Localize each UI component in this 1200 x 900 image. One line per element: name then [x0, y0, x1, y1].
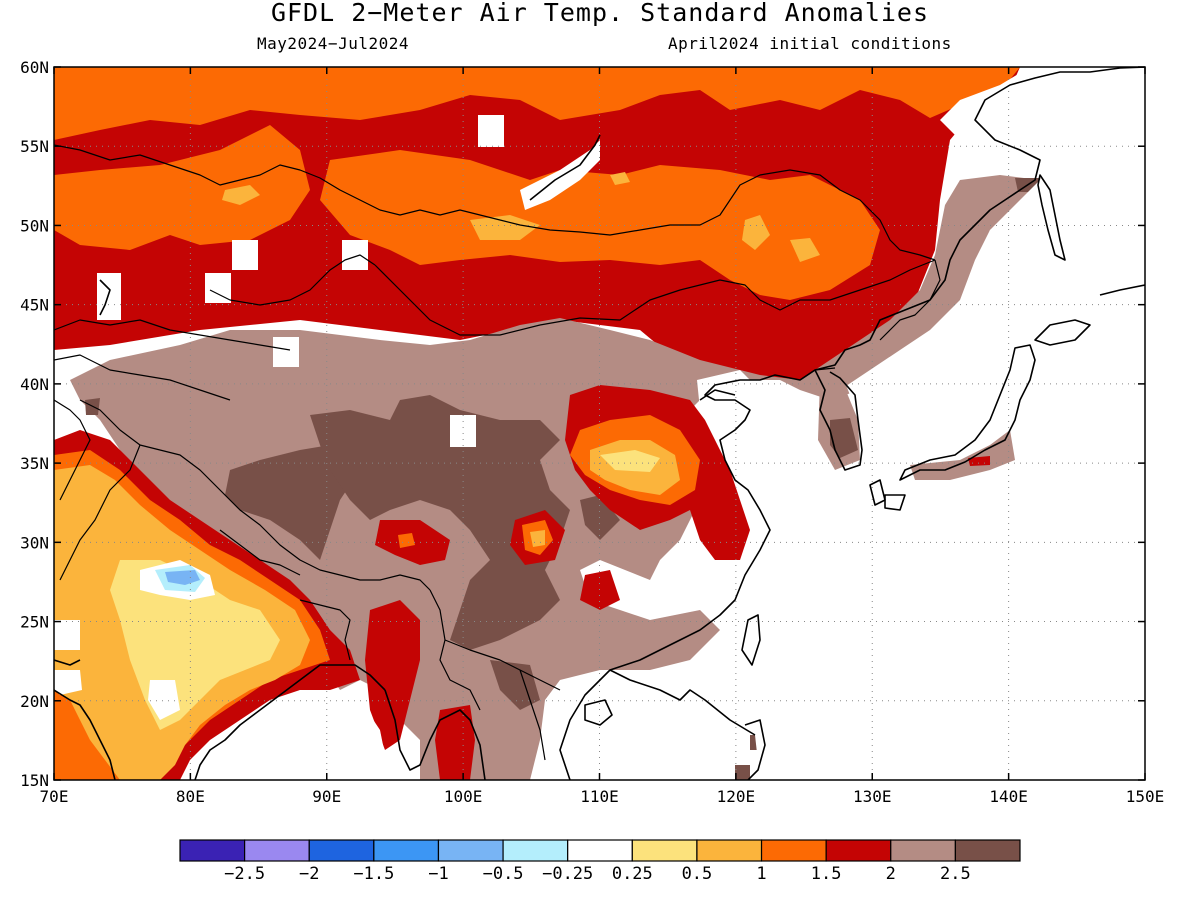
colorbar-label: 2.5	[940, 864, 971, 884]
colorbar-labels: −2.5 −2 −1.5 −1 −0.5 −0.25 0.25 0.5 1 1.5 2 2.5	[224, 864, 971, 884]
region-tibet-brown	[225, 445, 360, 560]
colorbar-swatch	[825, 839, 892, 862]
lat-label: 25N	[20, 613, 49, 632]
region-india-lightblue	[165, 570, 200, 585]
lake-balkhash	[232, 240, 258, 270]
colorbar-label: −0.5	[483, 864, 524, 884]
lat-lon-grid	[54, 67, 1145, 780]
region-kaz-gold	[222, 185, 260, 205]
lon-label: 150E	[1126, 787, 1165, 806]
colorbar-swatch	[502, 839, 569, 862]
region-mongolia-gold-2	[742, 215, 770, 250]
region-gujarat-white	[54, 620, 80, 650]
region-eastchina-yellow	[600, 450, 660, 472]
colorbar-label: −2.5	[224, 864, 265, 884]
region-mongolia-gold-3	[790, 238, 820, 262]
lake-khovsgol	[478, 115, 504, 147]
lat-label: 20N	[20, 692, 49, 711]
lake-zaysan	[342, 240, 368, 270]
region-myanmar-red	[365, 600, 420, 750]
colorbar-swatch	[696, 839, 763, 862]
region-central-india-white	[148, 680, 180, 720]
lake-issyk	[273, 337, 299, 367]
region-indochina-brown	[490, 660, 540, 710]
lon-label: 120E	[717, 787, 756, 806]
lon-label: 90E	[312, 787, 341, 806]
lat-label: 45N	[20, 296, 49, 315]
lon-label: 70E	[40, 787, 69, 806]
region-japan-tan	[910, 430, 1015, 480]
region-qinghai-brown	[310, 395, 570, 650]
colorbar-label: −2	[299, 864, 319, 884]
lat-label: 60N	[20, 58, 49, 77]
lon-label: 100E	[444, 787, 483, 806]
colorbar-label: −0.25	[542, 864, 593, 884]
region-west-coast-white	[54, 670, 82, 695]
colorbar-label: 1.5	[811, 864, 842, 884]
ocean-mask-bay	[200, 690, 390, 780]
colorbar-label: −1.5	[353, 864, 394, 884]
initial-conditions: April2024 initial conditions	[668, 34, 952, 53]
colorbar-swatch	[244, 839, 310, 862]
colorbar-swatch	[631, 839, 698, 862]
colorbar-label: 0.25	[612, 864, 653, 884]
region-thailand-red	[435, 705, 475, 780]
colorbar-swatch	[567, 839, 633, 862]
colorbar-swatch	[760, 839, 827, 862]
region-korea-brown-2	[830, 418, 858, 458]
colorbar-swatch	[373, 839, 440, 862]
colorbar-label: 0.5	[682, 864, 713, 884]
lon-label: 110E	[580, 787, 619, 806]
map-title: GFDL 2−Meter Air Temp. Standard Anomalie…	[270, 0, 930, 27]
lon-label: 80E	[176, 787, 205, 806]
region-luzon-brown	[735, 765, 750, 780]
region-mongolia-gold-1	[470, 215, 540, 240]
lat-label: 55N	[20, 137, 49, 156]
ocean-mask-east	[700, 67, 1145, 780]
region-small-gold	[610, 172, 630, 185]
bohai-sea	[697, 370, 755, 420]
colorbar-swatch	[890, 839, 956, 862]
region-tibet-orange	[398, 533, 415, 548]
colorbar-swatch	[437, 839, 504, 862]
colorbar	[179, 839, 1021, 862]
lat-label: 30N	[20, 533, 49, 552]
region-siberia-orange	[54, 67, 1020, 140]
lat-label: 15N	[20, 771, 49, 790]
colorbar-label: 1	[756, 864, 766, 884]
lake-qinghai	[450, 415, 476, 447]
lat-label: 40N	[20, 375, 49, 394]
region-sichuan-gold	[530, 530, 545, 547]
colorbar-label: −1	[428, 864, 448, 884]
lon-label: 130E	[853, 787, 892, 806]
lat-label: 35N	[20, 454, 49, 473]
lat-labels: 15N 20N 25N 30N 35N 40N 45N 50N 55N 60N	[20, 58, 49, 790]
colorbar-swatch	[308, 839, 375, 862]
region-kazakh-orange	[54, 125, 310, 250]
border-layer	[54, 144, 941, 761]
forecast-period: May2024−Jul2024	[257, 34, 409, 53]
lon-labels: 70E 80E 90E 100E 110E 120E 130E 140E 150E	[40, 787, 1165, 806]
lat-label: 50N	[20, 216, 49, 235]
lon-label: 140E	[989, 787, 1028, 806]
colorbar-swatch	[179, 839, 246, 862]
colorbar-label: 2	[886, 864, 896, 884]
colorbar-swatch	[954, 839, 1021, 862]
axis-ticks	[53, 66, 1146, 781]
